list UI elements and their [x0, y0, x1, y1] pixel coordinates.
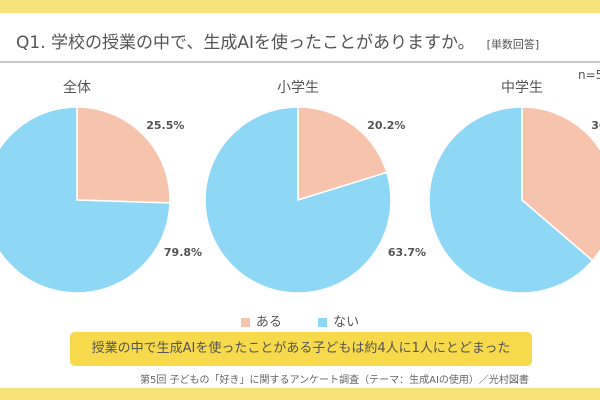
pie-slice-nai [428, 106, 594, 294]
legend-label: ある [255, 315, 282, 330]
pie-slice-aru [521, 106, 600, 262]
pie-value-label: 25.5% [146, 119, 184, 132]
pie-value-label: 36.3% [591, 119, 600, 132]
source-note: 第5回 子どもの「好き」に関するアンケート調査（テーマ：生成AIの使用）／光村図… [140, 375, 529, 386]
pie-title: 中学生 [501, 80, 543, 96]
pie-value-label: 79.8% [164, 246, 202, 259]
pie-slice-nai [0, 106, 171, 294]
legend-label: ない [333, 315, 360, 330]
legend-swatch [240, 318, 250, 327]
question-title: Q1. 学校の授業の中で、生成AIを使ったことがありますか。 [単数回答] [16, 28, 539, 53]
pie-slice-aru [297, 106, 388, 202]
answer-type: [単数回答] [486, 38, 540, 51]
legend-item-aru: ある [240, 315, 282, 330]
legend-item-nai: ない [318, 315, 359, 330]
pie-slice-aru [76, 106, 171, 204]
sample-size: n=5 [578, 68, 600, 82]
callout-box: 授業の中で生成AIを使ったことがある子どもは約4人に1人にとどまった [70, 332, 532, 366]
pie-value-label: 63.7% [388, 246, 426, 259]
pie-value-label: 20.2% [367, 119, 405, 132]
divider [0, 61, 600, 63]
pie-title: 小学生 [277, 80, 319, 96]
legend-swatch [318, 318, 328, 327]
pie-slice-nai [204, 106, 392, 294]
question-text: Q1. 学校の授業の中で、生成AIを使ったことがありますか。 [16, 33, 475, 53]
legend: ある ない [0, 311, 600, 330]
top-band [0, 0, 600, 13]
bottom-band [0, 388, 600, 400]
pie-title: 全体 [63, 79, 91, 96]
